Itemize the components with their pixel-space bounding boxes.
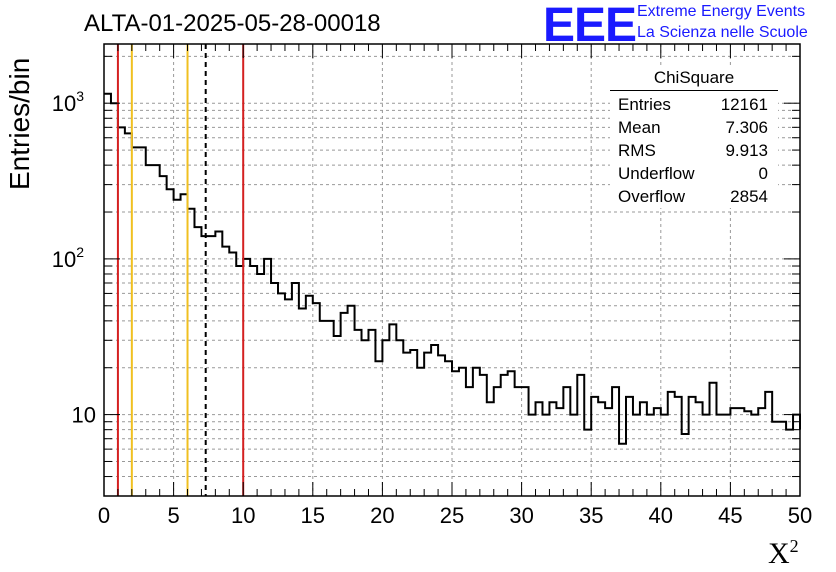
x-tick-label: 0	[98, 503, 110, 528]
stats-value: 0	[758, 164, 768, 183]
stats-label: Overflow	[618, 187, 686, 206]
x-axis-label-superscript: 2	[789, 536, 799, 556]
stats-row-overflow: Overflow 2854	[610, 185, 778, 208]
x-tick-label: 50	[788, 503, 812, 528]
x-tick-label: 15	[301, 503, 325, 528]
stats-row-underflow: Underflow 0	[610, 162, 778, 185]
stats-row-rms: RMS 9.913	[610, 139, 778, 162]
x-tick-label: 40	[649, 503, 673, 528]
chart-title: ALTA-01-2025-05-28-00018	[84, 10, 381, 37]
y-tick-label: 10	[72, 403, 96, 428]
stats-label: RMS	[618, 141, 656, 160]
y-axis-label: Entries/bin	[4, 57, 35, 190]
stats-value: 2854	[730, 187, 768, 206]
x-tick-label: 25	[440, 503, 464, 528]
stats-label: Mean	[618, 118, 661, 137]
x-tick-label: 30	[509, 503, 533, 528]
stats-row-entries: Entries 12161	[610, 93, 778, 116]
stats-row-mean: Mean 7.306	[610, 116, 778, 139]
eee-logo: EEE	[543, 0, 637, 52]
stats-value: 12161	[720, 95, 768, 114]
y-tick-label: 103	[52, 88, 84, 116]
eee-subtitle-line1: Extreme Energy Events	[637, 3, 806, 20]
x-axis-label: X2	[768, 536, 799, 571]
x-tick-label: 45	[718, 503, 742, 528]
stats-box: ChiSquare Entries 12161 Mean 7.306 RMS 9.91…	[610, 68, 778, 208]
stats-label: Underflow	[618, 164, 695, 183]
x-tick-label: 5	[167, 503, 179, 528]
stats-value: 9.913	[725, 141, 768, 160]
eee-subtitle-line2: La Scienza nelle Scuole	[637, 24, 808, 41]
stats-box-title: ChiSquare	[610, 68, 778, 91]
x-tick-label: 20	[370, 503, 394, 528]
y-tick-label: 102	[52, 244, 84, 272]
stats-value: 7.306	[725, 118, 768, 137]
histogram-series	[104, 92, 801, 445]
x-tick-label: 10	[231, 503, 255, 528]
x-tick-label: 35	[579, 503, 603, 528]
stats-label: Entries	[618, 95, 671, 114]
x-axis-label-base: X	[768, 537, 790, 570]
